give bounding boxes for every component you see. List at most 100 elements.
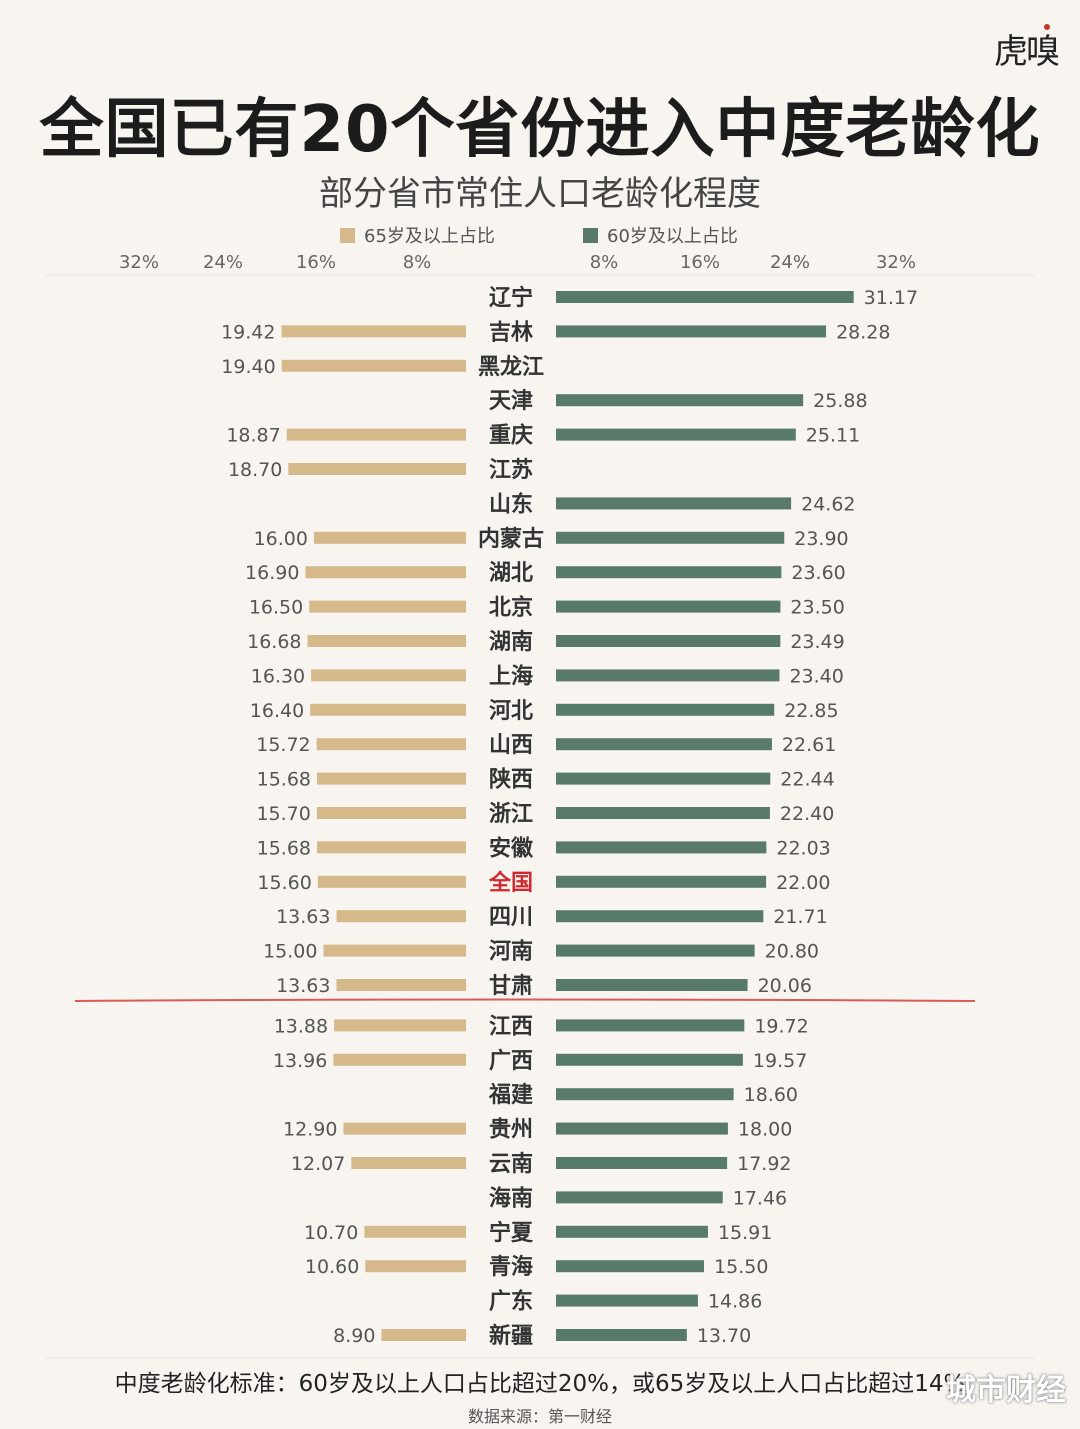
bar-65plus-20	[336, 979, 466, 991]
bar-60plus-24	[556, 1122, 728, 1135]
bar-60plus-29	[556, 1294, 698, 1307]
bar-60plus-1	[556, 325, 827, 338]
bar-60plus-30	[556, 1329, 687, 1341]
value-label-65plus-1: 19.42	[221, 321, 275, 343]
bar-65plus-7	[314, 531, 466, 544]
value-label-65plus-22: 13.96	[273, 1050, 327, 1072]
value-label-65plus-11: 16.30	[251, 665, 305, 687]
value-label-60plus-30: 13.70	[697, 1325, 751, 1347]
category-label-4: 重庆	[489, 423, 533, 449]
bar-60plus-27	[556, 1225, 708, 1238]
brand-logo: 虎嗅	[994, 32, 1060, 72]
value-label-65plus-9: 16.50	[249, 597, 303, 619]
value-label-65plus-25: 12.07	[291, 1153, 345, 1175]
value-label-65plus-20: 13.63	[276, 975, 330, 997]
axis-tick-left-0: 32%	[119, 252, 159, 273]
bar-60plus-20	[556, 979, 748, 991]
bar-65plus-14	[317, 772, 466, 785]
category-label-2: 黑龙江	[478, 355, 544, 380]
bar-65plus-9	[309, 600, 466, 613]
value-label-60plus-28: 15.50	[714, 1256, 768, 1278]
value-label-60plus-17: 22.00	[776, 872, 830, 894]
value-label-65plus-21: 13.88	[274, 1015, 328, 1037]
category-label-25: 云南	[489, 1152, 533, 1177]
value-label-65plus-15: 15.70	[256, 803, 310, 825]
bar-60plus-14	[556, 772, 771, 785]
category-label-30: 新疆	[489, 1323, 533, 1349]
footer-standard-note: 中度老龄化标准：60岁及以上人口占比超过20%，或65岁及以上人口占比超过14%	[114, 1371, 966, 1397]
value-label-65plus-10: 16.68	[247, 631, 301, 653]
category-label-9: 北京	[489, 595, 533, 621]
bar-60plus-28	[556, 1260, 705, 1273]
value-label-60plus-11: 23.40	[789, 665, 843, 687]
bar-65plus-30	[381, 1329, 466, 1341]
value-label-60plus-13: 22.61	[782, 734, 836, 756]
value-label-60plus-10: 23.49	[790, 631, 844, 653]
value-label-60plus-1: 28.28	[836, 321, 890, 343]
bar-65plus-10	[307, 635, 466, 647]
category-label-26: 海南	[489, 1185, 533, 1211]
bar-65plus-16	[317, 841, 466, 854]
category-label-21: 江西	[489, 1014, 533, 1039]
value-label-65plus-27: 10.70	[304, 1222, 358, 1244]
category-label-11: 上海	[489, 663, 533, 689]
axis-tick-left-3: 8%	[403, 252, 432, 273]
category-label-3: 天津	[489, 388, 533, 414]
bar-60plus-17	[556, 875, 767, 888]
bar-65plus-1	[281, 325, 466, 338]
bar-60plus-6	[556, 497, 792, 510]
bar-60plus-9	[556, 600, 781, 613]
bar-65plus-17	[317, 875, 466, 888]
value-label-65plus-7: 16.00	[254, 528, 308, 550]
bar-60plus-18	[556, 910, 764, 923]
bar-60plus-3	[556, 394, 804, 407]
value-label-60plus-21: 19.72	[754, 1015, 808, 1037]
bar-65plus-8	[305, 566, 466, 579]
bar-65plus-4	[286, 428, 466, 441]
bar-60plus-19	[556, 944, 755, 957]
category-label-18: 四川	[489, 905, 533, 930]
value-label-60plus-16: 22.03	[776, 837, 830, 859]
category-label-23: 福建	[488, 1083, 533, 1108]
value-label-60plus-8: 23.60	[791, 562, 845, 584]
brand-dot-icon	[1044, 24, 1050, 30]
bar-65plus-21	[334, 1019, 466, 1032]
bar-60plus-25	[556, 1157, 728, 1169]
value-label-60plus-22: 19.57	[753, 1050, 807, 1072]
bar-60plus-4	[556, 428, 796, 441]
bar-60plus-11	[556, 669, 780, 682]
bar-60plus-12	[556, 703, 775, 716]
category-label-24: 贵州	[489, 1118, 533, 1143]
category-label-0: 辽宁	[489, 285, 533, 311]
value-label-60plus-9: 23.50	[790, 597, 844, 619]
value-label-65plus-14: 15.68	[257, 769, 311, 791]
value-label-60plus-15: 22.40	[780, 803, 834, 825]
bar-60plus-21	[556, 1019, 745, 1032]
bar-65plus-19	[323, 944, 466, 957]
value-label-65plus-5: 18.70	[228, 459, 282, 481]
legend-65plus: 65岁及以上占比	[340, 222, 495, 248]
bar-65plus-11	[311, 669, 466, 682]
value-label-60plus-29: 14.86	[708, 1291, 762, 1313]
value-label-60plus-26: 17.46	[733, 1187, 787, 1209]
axis-tick-left-2: 16%	[296, 252, 336, 273]
value-label-65plus-17: 15.60	[257, 872, 311, 894]
value-label-60plus-19: 20.80	[765, 941, 819, 963]
category-label-22: 广西	[489, 1048, 533, 1074]
value-label-60plus-25: 17.92	[737, 1153, 791, 1175]
category-label-28: 青海	[489, 1254, 533, 1280]
bar-60plus-22	[556, 1053, 743, 1066]
legend-label-65plus: 65岁及以上占比	[364, 226, 495, 247]
value-label-60plus-27: 15.91	[718, 1222, 772, 1244]
bar-65plus-25	[351, 1157, 466, 1169]
bar-65plus-12	[310, 703, 466, 716]
legend-60plus: 60岁及以上占比	[583, 222, 738, 248]
category-label-29: 广东	[489, 1289, 533, 1315]
category-label-17: 全国	[488, 870, 533, 896]
bar-60plus-15	[556, 807, 770, 819]
category-label-1: 吉林	[489, 319, 533, 345]
value-label-60plus-6: 24.62	[801, 493, 855, 515]
value-label-65plus-13: 15.72	[256, 734, 310, 756]
category-label-27: 宁夏	[489, 1220, 534, 1246]
value-label-60plus-20: 20.06	[758, 975, 812, 997]
